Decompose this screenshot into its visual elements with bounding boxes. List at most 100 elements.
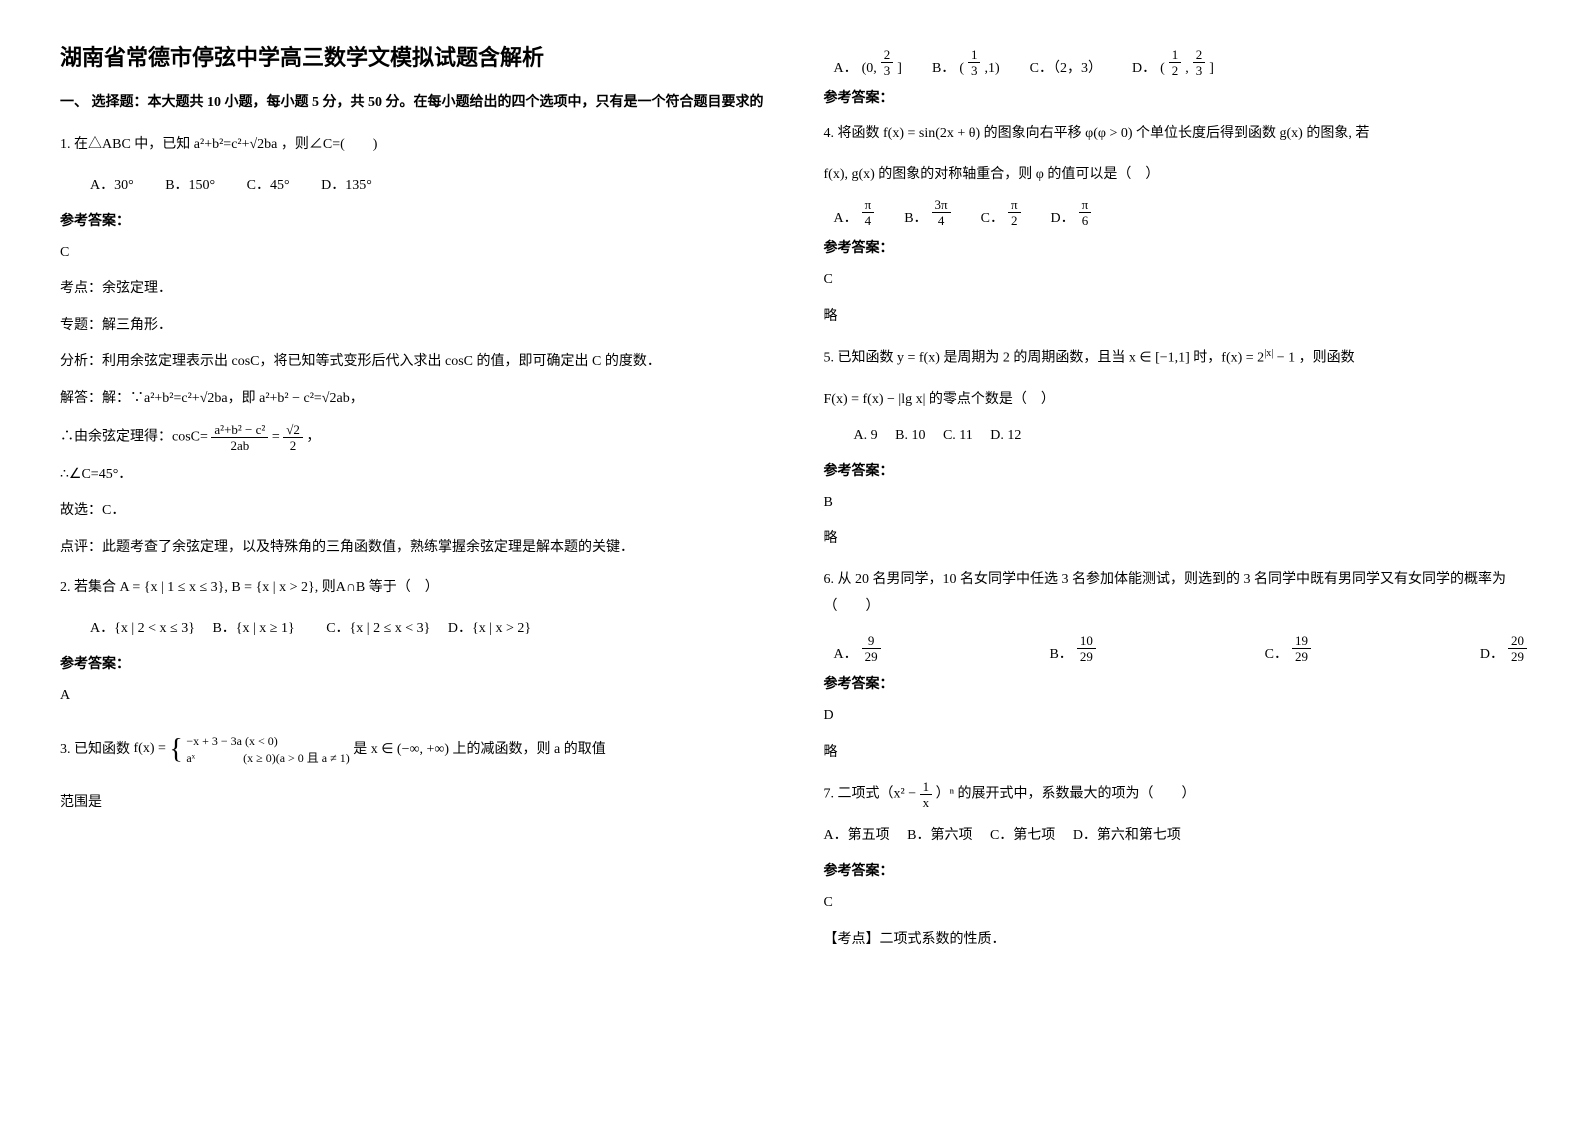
q6-answer-label: 参考答案：	[824, 673, 1528, 693]
q3-options: A． (0,23] B． (13,1) C．（2，3） D． (12,23]	[834, 48, 1528, 77]
q3-stem-pre: 3. 已知函数	[60, 742, 130, 757]
q3-stem-post: 上的减函数，则 a 的取值	[453, 742, 606, 757]
q7-frac: 1x	[920, 780, 933, 809]
q4-B-label: B．	[904, 207, 927, 227]
q1-p1: 考点：余弦定理．	[60, 276, 764, 303]
q1-p5-pre: ∴由余弦定理得：cosC=	[60, 429, 208, 444]
q3-answer-label: 参考答案：	[824, 87, 1528, 107]
question-5-line1: 5. 已知函数 y = f(x) 是周期为 2 的周期函数，且当 x ∈ [−1…	[824, 344, 1528, 372]
q4-A-num: π	[862, 198, 875, 213]
q4-optB: B．3π4	[904, 198, 950, 227]
q4-C-num: π	[1008, 198, 1021, 213]
optA-label: A．	[834, 57, 858, 77]
q5-answer-label: 参考答案：	[824, 460, 1528, 480]
q6-optC: C． 1929	[1265, 634, 1311, 663]
q2-optD: D．{x | x > 2}	[448, 621, 531, 636]
q7-answer-label: 参考答案：	[824, 860, 1528, 880]
q5-optA: A. 9	[854, 428, 878, 443]
q3-piece-bot: aˣ (x ≥ 0)(a > 0 且 a ≠ 1)	[186, 751, 349, 765]
q7-options: A．第五项 B．第六项 C．第七项 D．第六和第七项	[824, 823, 1528, 850]
q1-frac2-num: √2	[283, 423, 303, 438]
question-5-line2: F(x) = f(x) − |lg x| 的零点个数是（ ）	[824, 387, 1528, 414]
q1-options: A．30° B．150° C．45° D．135°	[90, 173, 764, 200]
q5-note: 略	[824, 526, 1528, 553]
q2-optA: A．{x | 2 < x ≤ 3}	[90, 621, 195, 636]
q5-stem1-sup: |x|	[1264, 348, 1273, 359]
q6-C-den: 29	[1292, 649, 1311, 663]
q3-B-den: 3	[968, 63, 981, 77]
q4-C-den: 2	[1008, 213, 1021, 227]
q4-answer-label: 参考答案：	[824, 237, 1528, 257]
q1-optC: C．45°	[247, 178, 290, 193]
q7-optC: C．第七项	[990, 828, 1055, 843]
q3-optA: A． (0,23]	[834, 48, 902, 77]
question-4-line2: f(x), g(x) 的图象的对称轴重合，则 φ 的值可以是（ ）	[824, 162, 1528, 189]
q6-note: 略	[824, 740, 1528, 767]
q4-B-num: 3π	[932, 198, 951, 213]
q7-optB: B．第六项	[907, 828, 972, 843]
q4-answer: C	[824, 267, 1528, 294]
q7-frac-num: 1	[920, 780, 933, 795]
q6-D-num: 20	[1508, 634, 1527, 649]
q1-answer: C	[60, 240, 764, 267]
q6-D-label: D．	[1480, 643, 1504, 663]
q7-stem-post: ）ⁿ 的展开式中，系数最大的项为（ ）	[936, 787, 1196, 802]
q4-A-label: A．	[834, 207, 858, 227]
q6-options: A．929 B．1029 C．1929 D．2029	[834, 634, 1528, 663]
q3-A-den: 3	[881, 63, 894, 77]
q6-answer: D	[824, 703, 1528, 730]
q6-optD: D． 2029	[1480, 634, 1527, 663]
q1-stem-pre: 1. 在△ABC 中，已知	[60, 137, 190, 152]
q1-optA: A．30°	[90, 178, 134, 193]
q6-C-label: C．	[1265, 643, 1288, 663]
q1-stem-post: ，则∠C=( )	[281, 137, 378, 152]
q6-A-label: A．	[834, 643, 858, 663]
q5-stem1-post: − 1 ，则函数	[1273, 351, 1354, 366]
q1-optD: D．135°	[321, 178, 372, 193]
q4-note: 略	[824, 304, 1528, 331]
question-7: 7. 二项式（x² − 1x ）ⁿ 的展开式中，系数最大的项为（ ）	[824, 780, 1528, 809]
q3-optB: B． (13,1)	[932, 48, 1000, 77]
q5-stem1-pre: 5. 已知函数 y = f(x) 是周期为 2 的周期函数，且当 x ∈ [−1…	[824, 351, 1265, 366]
optD-label: D．	[1132, 57, 1156, 77]
q1-frac1: a²+b² − c² 2ab	[211, 423, 268, 452]
q1-frac1-num: a²+b² − c²	[211, 423, 268, 438]
q4-options: A．π4 B．3π4 C．π2 D．π6	[834, 198, 1528, 227]
question-6: 6. 从 20 名男同学，10 名女同学中任选 3 名参加体能测试，则选到的 3…	[824, 567, 1528, 620]
q3-piece-top: −x + 3 − 3a (x < 0)	[186, 734, 277, 748]
q7-optA: A．第五项	[824, 828, 890, 843]
q1-frac2: √2 2	[283, 423, 303, 452]
q6-D-den: 29	[1508, 649, 1527, 663]
q3-line2: 范围是	[60, 790, 764, 817]
q1-p5: ∴由余弦定理得：cosC= a²+b² − c² 2ab = √2 2 ，	[60, 423, 764, 452]
q3-A-num: 2	[881, 48, 894, 63]
q2-optC: C．{x | 2 ≤ x < 3}	[326, 621, 430, 636]
question-1: 1. 在△ABC 中，已知 a²+b²=c²+√2ba ，则∠C=( )	[60, 132, 764, 159]
q1-stem-math: a²+b²=c²+√2ba	[194, 137, 278, 152]
q3-optC: C．（2，3）	[1030, 57, 1102, 77]
q3-stem-mid: 是 x ∈ (−∞, +∞)	[353, 742, 449, 757]
q2-options: A．{x | 2 < x ≤ 3} B．{x | x ≥ 1} C．{x | 2…	[90, 616, 764, 643]
q1-p2: 专题：解三角形．	[60, 313, 764, 340]
q7-note: 【考点】二项式系数的性质．	[824, 927, 1528, 954]
q6-C-num: 19	[1292, 634, 1311, 649]
q3-optD: D． (12,23]	[1132, 48, 1214, 77]
q3-D-n2: 2	[1193, 48, 1206, 63]
q3-B-num: 1	[968, 48, 981, 63]
q5-answer: B	[824, 490, 1528, 517]
q4-C-label: C．	[981, 207, 1004, 227]
q4-D-den: 6	[1079, 213, 1092, 227]
question-4-line1: 4. 将函数 f(x) = sin(2x + θ) 的图象向右平移 φ(φ > …	[824, 121, 1528, 148]
question-3: 3. 已知函数 f(x) = { −x + 3 − 3a (x < 0) aˣ …	[60, 723, 764, 776]
q1-p7: 故选：C．	[60, 498, 764, 525]
q5-optB: B. 10	[895, 428, 925, 443]
q5-options: A. 9 B. 10 C. 11 D. 12	[854, 423, 1528, 450]
q2-optB: B．{x | x ≥ 1}	[212, 621, 294, 636]
q7-frac-den: x	[920, 795, 933, 809]
q6-A-num: 9	[862, 634, 881, 649]
q7-optD: D．第六和第七项	[1073, 828, 1181, 843]
q1-p3: 分析：利用余弦定理表示出 cosC，将已知等式变形后代入求出 cosC 的值，即…	[60, 349, 764, 376]
q2-answer: A	[60, 683, 764, 710]
q6-optB: B．1029	[1049, 634, 1095, 663]
q4-optD: D．π6	[1051, 198, 1092, 227]
